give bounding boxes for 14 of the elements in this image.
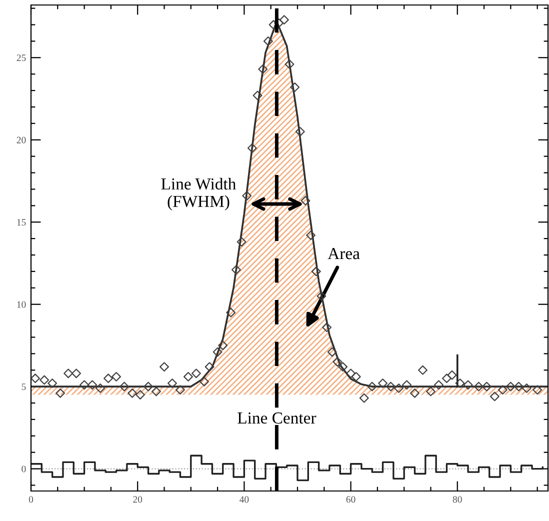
y-tick-label: 15 (17, 219, 26, 226)
x-tick-label: 60 (346, 496, 356, 503)
y-tick-label: 5 (22, 384, 26, 390)
ref-line-label: Line Center (238, 412, 316, 424)
x-tick-label: 40 (240, 496, 249, 503)
x-tick-label: 0 (28, 496, 34, 503)
y-tick-label: 0 (22, 466, 26, 472)
y-tick-label: 25 (16, 54, 26, 62)
y-tick-label: 20 (16, 136, 26, 144)
annotation: Line Width (FWHM) (161, 178, 236, 210)
x-tick-label: 20 (133, 496, 142, 503)
y-tick-label: 10 (17, 301, 26, 308)
x-tick-label: 80 (452, 496, 462, 503)
annotation: Area (328, 248, 360, 260)
